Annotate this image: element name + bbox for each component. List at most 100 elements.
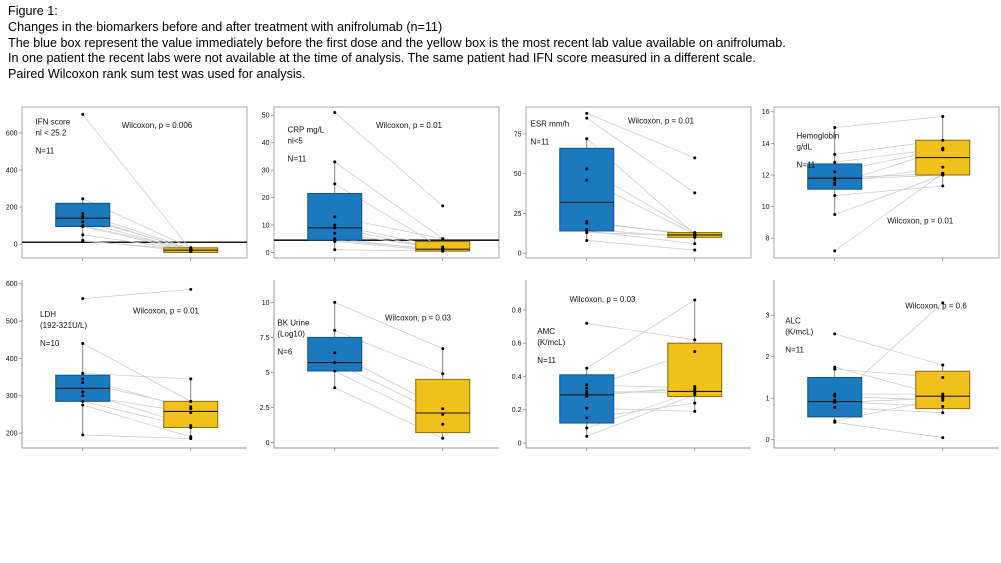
data-point-after (441, 249, 445, 253)
y-tick-label: 5 (266, 370, 270, 377)
n-label: N=11 (288, 155, 307, 164)
data-point-before (81, 225, 85, 229)
data-point-before (81, 390, 85, 394)
data-point-before (585, 111, 589, 115)
y-tick-label: 75 (514, 131, 522, 138)
data-point-before (333, 300, 337, 304)
data-point-before (333, 223, 337, 227)
panel-hemoglobin: 8 10 12 14 16 Hemoglobin g/dL N=11 Wilcoxon, p =… (762, 106, 1000, 261)
data-point-before (585, 386, 589, 390)
data-point-before (333, 361, 337, 365)
data-point-before (833, 332, 837, 336)
data-point-before (333, 248, 337, 252)
data-point-after (693, 389, 697, 393)
data-point-after (941, 148, 945, 152)
data-point-after (941, 363, 945, 367)
data-point-after (441, 436, 445, 440)
data-point-before (81, 220, 85, 224)
data-point-before (81, 394, 85, 398)
panel-esr: 0 25 50 75 ESR mm/h N=11 Wilcoxon, p = 0.01 (514, 106, 752, 261)
data-point-before (833, 394, 837, 398)
pair-line (834, 421, 943, 438)
data-point-before (333, 386, 337, 390)
panel-title-line: ESR mm/h (531, 120, 570, 129)
before-box (307, 336, 363, 372)
data-point-before (333, 226, 337, 230)
data-point-after (693, 350, 697, 354)
y-tick-label: 50 (514, 171, 522, 178)
data-point-before (81, 403, 85, 407)
data-point-after (941, 171, 945, 175)
data-point-before (81, 297, 85, 301)
data-point-before (81, 233, 85, 237)
pair-line (834, 333, 943, 366)
data-point-after (189, 425, 193, 429)
data-point-after (693, 401, 697, 405)
figure-title: Changes in the biomarkers before and aft… (8, 19, 443, 34)
y-tick-label: 400 (6, 167, 18, 174)
pair-line (82, 343, 191, 402)
data-point-after (941, 392, 945, 396)
panel-alc: 0 1 2 3 ALC (K/mcL) N=11 Wilcoxon, p = 0.6 (766, 280, 999, 451)
panel-title-line: LDH (40, 310, 56, 319)
figure-note-2: In one patient the recent labs were not … (8, 51, 756, 66)
pair-line (834, 173, 943, 252)
data-point-after (189, 287, 193, 291)
panel-ifn-score: 0 200 400 600 IFN score nl < 25.2 N=11 Wilcoxon… (6, 106, 248, 261)
data-point-before (585, 394, 589, 398)
panel-border (273, 106, 500, 259)
y-tick-label: 0.6 (512, 341, 522, 348)
data-point-before (833, 400, 837, 404)
y-tick-label: 8 (766, 236, 770, 243)
data-point-before (833, 405, 837, 409)
data-point-after (693, 384, 697, 388)
data-point-before (333, 182, 337, 186)
y-tick-label: 12 (762, 172, 770, 179)
data-point-after (693, 156, 697, 160)
y-tick-label: 2.5 (260, 405, 270, 412)
n-label: N=11 (531, 138, 550, 147)
n-label: N=11 (797, 161, 816, 170)
data-point-before (585, 221, 589, 225)
data-point-before (333, 328, 337, 332)
y-tick-label: 0 (266, 250, 270, 257)
pair-line (82, 114, 192, 250)
pair-line (334, 161, 443, 240)
y-tick-label: 0 (518, 251, 522, 258)
y-tick-label: 0 (766, 437, 770, 444)
p-value-label: Wilcoxon, p = 0.6 (905, 302, 967, 311)
data-point-after (941, 436, 945, 440)
figure-label: Figure 1: (8, 4, 58, 18)
data-point-after (441, 372, 445, 376)
panel-title-line: (K/mcL) (537, 338, 565, 347)
y-tick-label: 20 (262, 195, 270, 202)
pair-line (586, 117, 695, 194)
data-point-before (81, 433, 85, 437)
y-tick-label: 0 (14, 242, 18, 249)
data-point-after (189, 399, 193, 403)
data-point-before (333, 110, 337, 114)
data-point-after (189, 248, 193, 252)
p-value-label: Wilcoxon, p = 0.01 (887, 216, 954, 225)
y-tick-label: 30 (262, 168, 270, 175)
p-value-label: Wilcoxon, p = 0.03 (385, 313, 452, 322)
panel-crp: 0 10 20 30 40 50 CRP mg/L nl<5 N=11 Wilcoxon, p =… (262, 106, 500, 261)
data-point-before (833, 160, 837, 164)
data-point-before (833, 420, 837, 424)
data-point-before (833, 194, 837, 198)
data-point-before (585, 416, 589, 420)
y-tick-label: 200 (6, 204, 18, 211)
pair-line (586, 394, 695, 437)
data-point-after (189, 405, 193, 409)
data-point-before (585, 391, 589, 395)
data-point-after (941, 301, 945, 305)
y-tick-label: 200 (6, 430, 18, 437)
panel-title-line: nl < 25.2 (36, 128, 67, 137)
data-point-after (441, 237, 445, 241)
panel-ldh: 200 300 400 500 600 LDH (192-321U/L) N=10 Wilcox… (6, 280, 247, 451)
data-point-before (333, 231, 337, 235)
panel-border (525, 106, 752, 259)
pair-line (82, 404, 191, 438)
pair-line (586, 113, 695, 159)
